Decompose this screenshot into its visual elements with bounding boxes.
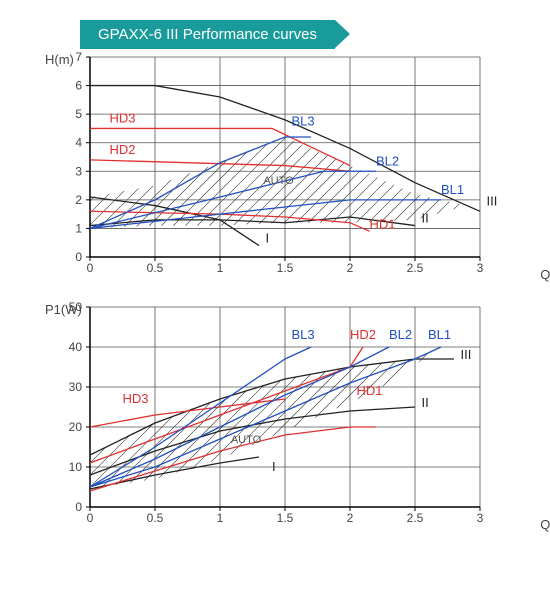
label-BL3: BL3 xyxy=(292,114,315,129)
curve-HD3 xyxy=(90,399,285,427)
svg-text:1.5: 1.5 xyxy=(277,261,294,275)
label-HD2: HD2 xyxy=(350,327,376,342)
svg-text:3: 3 xyxy=(477,261,484,275)
chart1-ylabel: H(m) xyxy=(45,52,74,67)
svg-text:1: 1 xyxy=(75,221,82,235)
svg-text:0.5: 0.5 xyxy=(147,511,164,525)
svg-text:7: 7 xyxy=(75,50,82,64)
label-III: III xyxy=(487,194,498,209)
svg-text:6: 6 xyxy=(75,79,82,93)
label-III: III xyxy=(461,347,472,362)
chart-title: GPAXX-6 III Performance curves xyxy=(80,20,335,49)
label-BL2: BL2 xyxy=(376,154,399,169)
svg-text:5: 5 xyxy=(75,107,82,121)
label-II: II xyxy=(422,395,429,410)
label-HD1: HD1 xyxy=(357,383,383,398)
curve-III xyxy=(90,359,454,455)
label-I: I xyxy=(266,231,270,246)
label-HD2: HD2 xyxy=(110,142,136,157)
svg-text:0: 0 xyxy=(87,261,94,275)
svg-text:0: 0 xyxy=(75,250,82,264)
svg-text:2.5: 2.5 xyxy=(407,261,424,275)
svg-text:2: 2 xyxy=(75,193,82,207)
svg-text:1: 1 xyxy=(217,511,224,525)
label-HD1: HD1 xyxy=(370,216,396,231)
svg-text:0: 0 xyxy=(75,500,82,514)
auto-label: AUTO xyxy=(231,434,262,446)
label-HD3: HD3 xyxy=(123,391,149,406)
svg-text:2.5: 2.5 xyxy=(407,511,424,525)
label-BL1: BL1 xyxy=(428,327,451,342)
svg-text:1.5: 1.5 xyxy=(277,511,294,525)
chart1-xlabel: Q(m³/h) xyxy=(540,267,550,282)
svg-text:3: 3 xyxy=(75,164,82,178)
label-I: I xyxy=(272,459,276,474)
svg-text:0.5: 0.5 xyxy=(147,261,164,275)
label-BL2: BL2 xyxy=(389,327,412,342)
svg-text:1: 1 xyxy=(217,261,224,275)
label-BL1: BL1 xyxy=(441,182,464,197)
svg-text:20: 20 xyxy=(69,420,83,434)
chart2-ylabel: P1(W) xyxy=(45,302,82,317)
svg-text:2: 2 xyxy=(347,511,354,525)
label-II: II xyxy=(422,211,429,226)
curve-I xyxy=(90,197,259,246)
label-BL3: BL3 xyxy=(292,327,315,342)
svg-text:2: 2 xyxy=(347,261,354,275)
svg-text:30: 30 xyxy=(69,380,83,394)
head-chart: H(m) 00.511.522.5301234567IIIIIIHD3HD2HD… xyxy=(90,57,530,277)
power-chart: P1(W) 00.511.522.5301020304050IIIIIIHD3H… xyxy=(90,307,530,527)
auto-label: AUTO xyxy=(263,175,294,187)
svg-text:3: 3 xyxy=(477,511,484,525)
label-HD3: HD3 xyxy=(110,111,136,126)
svg-text:0: 0 xyxy=(87,511,94,525)
chart2-xlabel: Q(m³/h) xyxy=(540,517,550,532)
svg-text:40: 40 xyxy=(69,340,83,354)
svg-text:10: 10 xyxy=(69,460,83,474)
svg-text:4: 4 xyxy=(75,136,82,150)
